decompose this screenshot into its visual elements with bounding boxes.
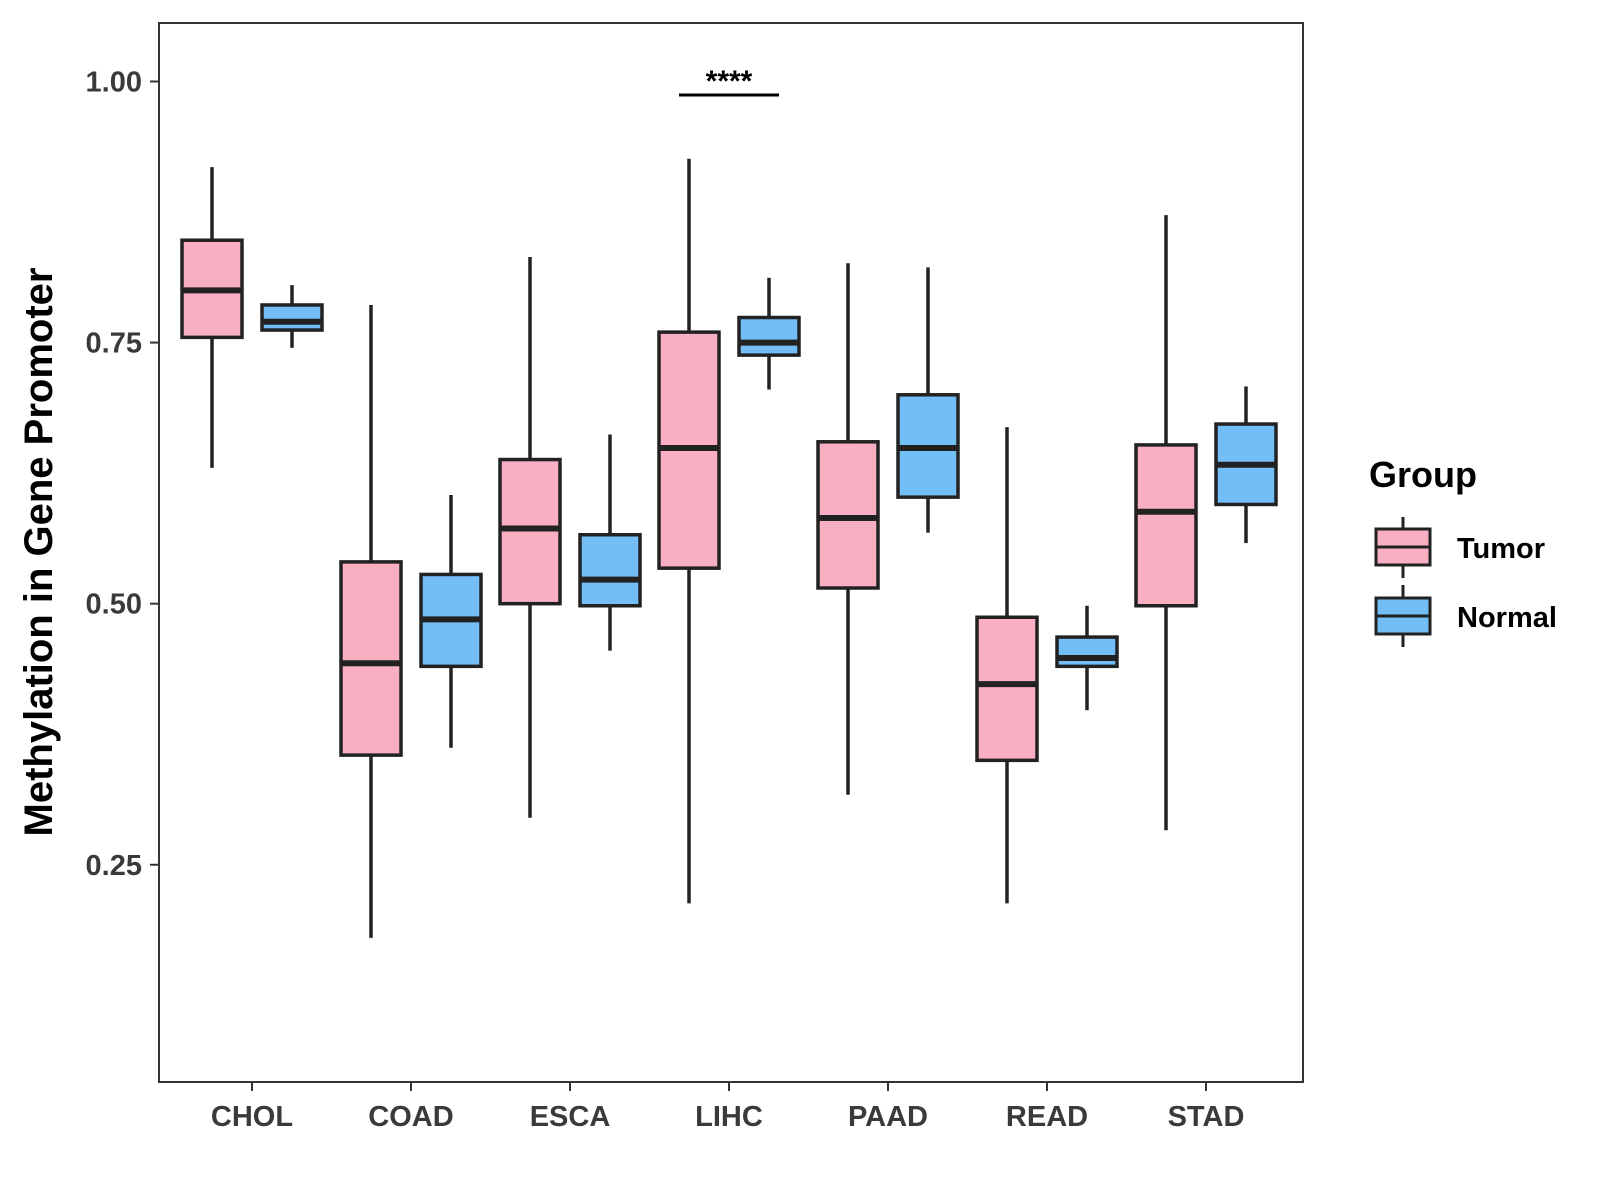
box-iqr (737, 315, 801, 357)
box-normal-read (1055, 605, 1119, 711)
y-axis-title: Methylation in Gene Promoter (17, 268, 61, 837)
box-normal-lihc (737, 277, 801, 390)
y-axis: 0.25 0.50 0.75 1.00 (86, 66, 159, 882)
box-iqr (339, 560, 403, 757)
y-tick-label: 0.25 (86, 850, 142, 882)
legend-title: Group (1369, 454, 1477, 495)
box-iqr (975, 615, 1039, 763)
box-tumor-stad (1134, 215, 1198, 831)
box-normal-stad (1214, 386, 1278, 544)
x-tick-label-esca: ESCA (530, 1101, 611, 1133)
x-tick-label-read: READ (1006, 1101, 1088, 1133)
box-tumor-read (975, 427, 1039, 904)
box-iqr (260, 303, 324, 332)
legend-tumor-label: Tumor (1457, 533, 1545, 565)
plot-background (159, 23, 1303, 1082)
x-tick-label-lihc: LIHC (695, 1101, 763, 1133)
legend-item-normal: Normal (1374, 585, 1557, 647)
x-tick-label-chol: CHOL (211, 1101, 293, 1133)
y-tick-label: 0.50 (86, 589, 142, 621)
box-normal-coad (419, 495, 483, 748)
box-iqr (816, 440, 880, 590)
box-normal-paad (896, 267, 960, 533)
x-axis: CHOL COAD ESCA LIHC PAAD READ STAD (211, 1082, 1244, 1133)
annotation-layer: **** (679, 65, 779, 98)
box-iqr (1055, 635, 1119, 669)
legend-normal-label: Normal (1457, 602, 1557, 634)
box-tumor-chol (180, 167, 244, 468)
box-tumor-lihc (657, 158, 721, 904)
box-tumor-paad (816, 263, 880, 795)
box-tumor-coad (339, 304, 403, 938)
box-tumor-esca (498, 256, 562, 818)
box-normal-chol (260, 285, 324, 348)
box-iqr (498, 457, 562, 606)
y-tick-label: 0.75 (86, 328, 142, 360)
legend-item-tumor: Tumor (1374, 517, 1545, 578)
plot-panel-border (158, 22, 1304, 1083)
x-tick-label-paad: PAAD (848, 1101, 928, 1133)
x-tick-label-stad: STAD (1168, 1101, 1245, 1133)
legend: Group Tumor Normal (1369, 454, 1557, 647)
x-tick-label-coad: COAD (368, 1101, 453, 1133)
box-normal-esca (578, 434, 642, 651)
significance-label: **** (706, 65, 753, 98)
y-tick-label: 1.00 (86, 66, 142, 98)
box-iqr (578, 532, 642, 608)
boxes-layer (180, 158, 1278, 938)
box-iqr (1134, 443, 1198, 608)
